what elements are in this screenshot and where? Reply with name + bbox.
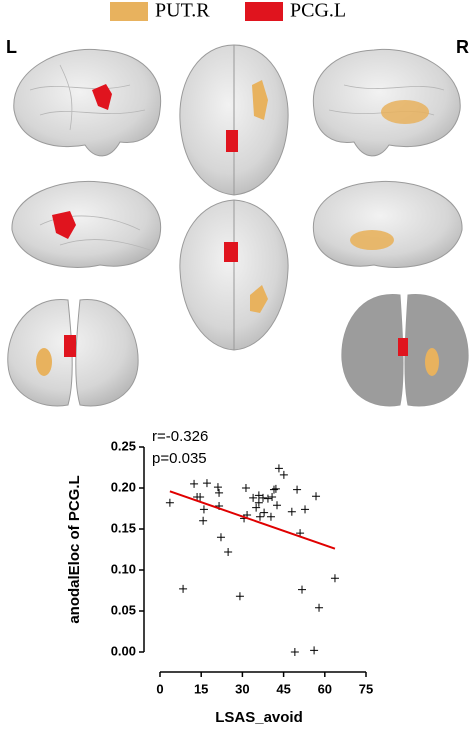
y-tick-label: 0.20 bbox=[111, 479, 136, 494]
y-tick-label: 0.15 bbox=[111, 520, 136, 535]
point bbox=[215, 488, 224, 497]
roi-put bbox=[425, 348, 439, 376]
brain-right-lateral bbox=[312, 48, 461, 157]
legend-label: PUT.R bbox=[155, 0, 210, 22]
point bbox=[293, 485, 302, 494]
y-axis-label: anodalEloc of PCG.L bbox=[66, 475, 83, 623]
roi-put bbox=[381, 100, 429, 124]
point bbox=[241, 484, 250, 492]
legend-swatch bbox=[110, 2, 148, 21]
x-tick-label: 75 bbox=[359, 681, 373, 696]
roi-pcg bbox=[64, 335, 76, 357]
point bbox=[330, 574, 339, 583]
fit-line bbox=[169, 490, 336, 550]
point bbox=[216, 533, 225, 542]
point bbox=[179, 584, 188, 593]
roi-put bbox=[250, 285, 268, 313]
annotation: r=-0.326 bbox=[152, 428, 208, 445]
roi-put bbox=[350, 230, 394, 250]
point bbox=[271, 484, 280, 493]
point bbox=[190, 479, 199, 488]
x-tick-label: 30 bbox=[235, 681, 249, 696]
brain-left-medial bbox=[11, 180, 162, 268]
x-tick-label: 60 bbox=[318, 681, 332, 696]
point bbox=[298, 585, 307, 594]
point bbox=[312, 492, 321, 501]
point bbox=[254, 498, 263, 507]
legend-label: PCG.L bbox=[290, 0, 346, 22]
roi-put bbox=[252, 80, 268, 120]
point bbox=[254, 491, 263, 500]
roi-pcg bbox=[226, 130, 238, 152]
point bbox=[290, 648, 299, 656]
hemisphere-left-label: L bbox=[6, 37, 17, 57]
brain-views bbox=[7, 44, 469, 407]
point bbox=[287, 507, 296, 516]
scatter-plot: 0.00 0.05 0.10 0.15 0.20 0.25 0 15 30 45 60 75 LSAS_… bbox=[66, 428, 373, 726]
y-tick-label: 0.00 bbox=[111, 643, 136, 658]
y-tick-label: 0.05 bbox=[111, 602, 136, 617]
point bbox=[274, 464, 283, 473]
point bbox=[224, 547, 233, 556]
brain-right-medial bbox=[312, 180, 463, 268]
point bbox=[252, 503, 261, 512]
point bbox=[268, 493, 277, 502]
roi-pcg bbox=[92, 84, 112, 110]
point bbox=[202, 479, 211, 488]
point bbox=[199, 505, 208, 514]
point bbox=[269, 485, 278, 494]
annotation: p=0.035 bbox=[152, 450, 207, 467]
roi-pcg bbox=[52, 211, 76, 239]
hemisphere-right-label: R bbox=[456, 37, 469, 57]
point bbox=[255, 512, 264, 521]
x-tick-label: 45 bbox=[276, 681, 290, 696]
legend: PUT.R PCG.L bbox=[110, 0, 346, 22]
x-tick-label: 0 bbox=[156, 681, 163, 696]
point bbox=[315, 603, 324, 612]
point bbox=[279, 470, 288, 479]
point bbox=[273, 501, 282, 510]
point bbox=[213, 483, 222, 492]
point bbox=[249, 493, 258, 502]
point bbox=[263, 494, 272, 503]
x-axis-label: LSAS_avoid bbox=[215, 709, 303, 726]
point bbox=[259, 493, 267, 502]
y-tick-label: 0.25 bbox=[111, 438, 136, 453]
point bbox=[196, 493, 205, 502]
point bbox=[260, 508, 269, 517]
legend-swatch bbox=[245, 2, 283, 21]
point bbox=[301, 505, 310, 514]
roi-pcg bbox=[224, 242, 238, 262]
roi-pcg bbox=[398, 338, 408, 356]
x-tick-label: 15 bbox=[194, 681, 208, 696]
roi-put bbox=[36, 348, 52, 376]
point bbox=[266, 512, 275, 521]
brain-left-lateral bbox=[13, 48, 162, 157]
point bbox=[199, 516, 208, 525]
point bbox=[235, 592, 244, 601]
point bbox=[310, 646, 319, 655]
point bbox=[165, 498, 174, 507]
y-tick-label: 0.10 bbox=[111, 561, 136, 576]
